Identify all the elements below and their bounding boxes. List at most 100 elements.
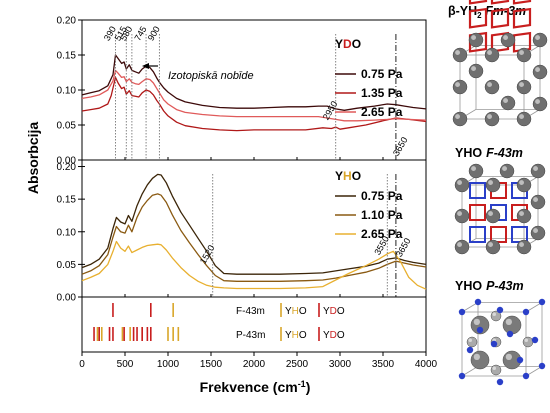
legend-label: 2.65 Pa bbox=[361, 105, 403, 119]
structure-3-formula: YHO bbox=[455, 279, 482, 293]
y-atom-highlight bbox=[535, 35, 540, 40]
row-label: F-43m bbox=[236, 306, 265, 317]
legend-title-o: O bbox=[352, 37, 361, 51]
isotope-shift-annotation: Izotopiskā nobīde bbox=[142, 63, 254, 82]
o-atom bbox=[466, 336, 478, 348]
y-atom bbox=[532, 64, 548, 80]
y-atom bbox=[454, 239, 470, 255]
legend-label: 0.75 Pa bbox=[361, 189, 403, 203]
y-tick-label: 0.10 bbox=[57, 227, 77, 238]
y-atom-highlight bbox=[455, 82, 460, 88]
bond-box bbox=[511, 226, 528, 243]
y-atom-highlight bbox=[457, 242, 462, 247]
y-tick-label: 0.00 bbox=[57, 293, 77, 304]
y-atom bbox=[484, 79, 500, 95]
middle-panel: 0.000.050.100.150.20 1520 3550 3650 YHO 0.… bbox=[57, 159, 427, 304]
x-tick-label: 1000 bbox=[157, 359, 180, 370]
h-bond bbox=[512, 0, 532, 5]
structure-2-title: YHO F-43m bbox=[455, 146, 523, 160]
x-axis-label-main: Frekvence (cm bbox=[200, 379, 298, 395]
y-atom bbox=[454, 208, 470, 224]
legend-title-y: Y bbox=[335, 37, 343, 51]
y-atom bbox=[500, 32, 516, 48]
y-atom-highlight bbox=[535, 67, 540, 73]
x-tick-label: 2000 bbox=[243, 359, 266, 370]
structure-panel-2: YHO F-43m bbox=[454, 146, 546, 255]
y-atom-highlight bbox=[505, 353, 512, 360]
legend-ydo-label: YDO bbox=[323, 330, 345, 341]
y-atom bbox=[454, 177, 470, 193]
y-atom bbox=[470, 350, 490, 370]
y-axis-label: Absorbcija bbox=[25, 122, 41, 195]
structure-3-space-group: P-43m bbox=[486, 279, 524, 293]
peak-label: 3650 bbox=[391, 135, 410, 157]
x-tick-label: 4000 bbox=[415, 359, 438, 370]
y-atom bbox=[530, 163, 546, 179]
h-atom bbox=[476, 326, 484, 334]
x-tick-label: 500 bbox=[117, 359, 134, 370]
bond-box bbox=[469, 204, 486, 221]
o-atom bbox=[490, 364, 502, 376]
y-atom-highlight bbox=[488, 180, 493, 185]
y-atom bbox=[516, 208, 532, 224]
y-atom bbox=[516, 79, 532, 95]
top-y-ticks: 0.00 0.05 0.10 0.15 0.20 bbox=[57, 16, 427, 167]
crystal-structure-f43m-illustration bbox=[454, 163, 546, 255]
y-tick-label: 0.05 bbox=[57, 260, 77, 271]
o-atom bbox=[522, 336, 534, 348]
series-line-top-2 bbox=[81, 69, 427, 122]
y-atom-highlight bbox=[473, 318, 480, 325]
crystal-structure-fm3m-illustration bbox=[452, 0, 548, 127]
series-line-middle-1 bbox=[81, 193, 427, 282]
top-panel: 0.000.050.100.150.20 3905155807459002950… bbox=[57, 16, 427, 167]
structure-3-title: YHO P-43m bbox=[455, 279, 524, 293]
top-legend-title: YDO bbox=[335, 37, 361, 51]
h-atom bbox=[522, 308, 530, 316]
y-atom bbox=[452, 79, 468, 95]
legend-label: 2.65 Pa bbox=[361, 227, 403, 241]
isotope-arrow-head bbox=[142, 63, 149, 69]
isotope-shift-label: Izotopiskā nobīde bbox=[168, 70, 254, 82]
x-tick-label: 2500 bbox=[286, 359, 309, 370]
y-atom bbox=[530, 225, 546, 241]
x-axis-label-close: ) bbox=[306, 379, 311, 395]
structure-panel-1: β-YH2 Fm-3m bbox=[448, 0, 548, 127]
y-atom bbox=[484, 47, 500, 63]
y-atom-highlight bbox=[519, 242, 524, 247]
x-tick-label: 1500 bbox=[200, 359, 223, 370]
peak-label: 2950 bbox=[321, 99, 340, 121]
y-atom-highlight bbox=[505, 318, 512, 325]
y-atom-highlight bbox=[519, 180, 524, 185]
y-atom-highlight bbox=[533, 166, 538, 171]
h-atom bbox=[490, 340, 498, 348]
crystal-structure-p43m-illustration bbox=[458, 298, 546, 386]
y-atom-highlight bbox=[519, 211, 524, 216]
y-tick-label: 0.20 bbox=[57, 162, 77, 173]
o-atom-highlight bbox=[524, 338, 528, 342]
y-atom-highlight bbox=[519, 114, 524, 120]
structure-1-subscript: 2 bbox=[477, 11, 482, 20]
y-atom-highlight bbox=[457, 180, 462, 185]
bond-box bbox=[469, 182, 486, 199]
y-atom-highlight bbox=[487, 50, 492, 55]
series-line-top-1 bbox=[81, 76, 427, 132]
y-atom bbox=[468, 63, 484, 79]
peak-label: 900 bbox=[146, 24, 162, 42]
x-tick-label: 0 bbox=[79, 359, 85, 370]
h-atom bbox=[458, 308, 466, 316]
y-atom-highlight bbox=[535, 99, 540, 105]
h-atom bbox=[506, 330, 514, 338]
series-line-middle-2 bbox=[81, 240, 427, 290]
y-tick-label: 0.15 bbox=[57, 51, 77, 62]
y-atom-highlight bbox=[471, 35, 476, 40]
h-atom bbox=[538, 298, 546, 306]
y-atom bbox=[500, 95, 516, 111]
y-tick-label: 0.10 bbox=[57, 86, 77, 97]
y-atom bbox=[485, 208, 501, 224]
y-atom-highlight bbox=[503, 98, 508, 104]
middle-legend-title: YHO bbox=[335, 169, 361, 183]
h-atom bbox=[466, 346, 474, 354]
x-tick-label: 3500 bbox=[372, 359, 395, 370]
top-legend: 0.75 Pa 1.35 Pa 2.65 Pa bbox=[335, 67, 403, 119]
